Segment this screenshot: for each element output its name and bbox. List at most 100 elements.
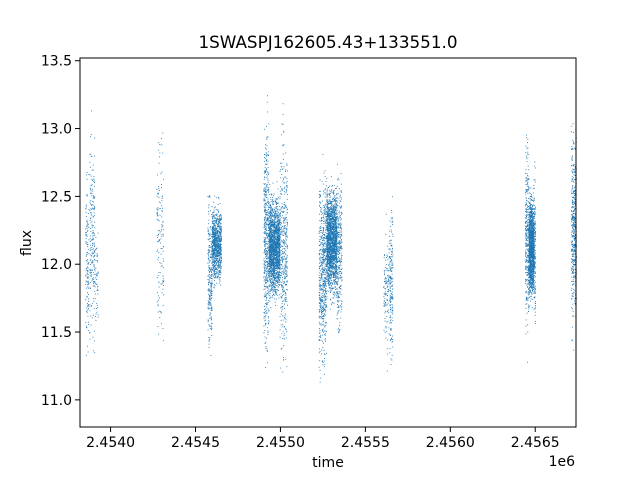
data-point xyxy=(87,267,89,269)
data-point xyxy=(94,255,95,257)
data-point xyxy=(267,271,269,272)
data-point xyxy=(275,245,277,247)
data-point xyxy=(275,251,277,253)
data-point xyxy=(272,291,274,293)
data-point xyxy=(285,276,287,277)
data-point xyxy=(211,286,213,288)
data-point xyxy=(272,199,274,201)
data-point xyxy=(282,371,284,373)
data-point xyxy=(272,241,274,243)
data-point xyxy=(322,286,324,288)
data-point xyxy=(86,230,88,232)
data-point xyxy=(283,188,285,190)
data-point xyxy=(156,250,158,252)
data-point xyxy=(276,298,277,300)
data-point xyxy=(286,247,288,249)
data-point xyxy=(213,243,215,245)
data-point xyxy=(273,254,275,256)
data-point xyxy=(268,285,270,287)
data-point xyxy=(93,252,94,254)
data-point xyxy=(214,217,215,219)
data-point xyxy=(318,272,320,274)
data-point xyxy=(278,297,280,299)
data-point xyxy=(321,301,322,303)
data-point xyxy=(271,224,273,225)
data-point xyxy=(220,236,221,238)
data-point xyxy=(271,287,273,289)
data-point xyxy=(208,234,210,235)
data-point xyxy=(326,177,328,179)
data-point xyxy=(218,274,220,276)
data-point xyxy=(281,274,283,276)
data-point xyxy=(264,268,266,270)
data-point xyxy=(276,253,278,255)
data-point xyxy=(209,328,211,329)
data-point xyxy=(272,273,274,275)
data-point xyxy=(216,237,218,239)
data-point xyxy=(278,263,280,265)
data-point xyxy=(279,277,281,279)
data-point xyxy=(217,260,219,262)
data-point xyxy=(283,255,285,257)
data-point xyxy=(85,207,87,209)
data-point xyxy=(264,187,266,189)
data-point xyxy=(281,326,283,328)
data-point xyxy=(212,275,214,277)
data-point xyxy=(90,208,92,210)
data-point xyxy=(324,294,325,296)
data-point xyxy=(323,249,325,251)
data-point xyxy=(268,190,270,192)
data-point xyxy=(211,262,213,264)
data-point xyxy=(273,257,274,259)
data-point xyxy=(284,241,286,243)
data-point xyxy=(273,272,275,274)
data-point xyxy=(267,247,269,249)
data-point xyxy=(220,219,222,220)
data-point xyxy=(271,234,273,236)
data-point xyxy=(323,315,324,317)
data-point xyxy=(215,262,217,263)
data-point xyxy=(280,208,282,210)
data-point xyxy=(322,296,324,298)
data-point xyxy=(272,282,273,283)
data-point xyxy=(87,222,89,224)
data-point xyxy=(158,295,159,297)
data-point xyxy=(217,250,219,251)
data-point xyxy=(280,275,281,276)
data-point xyxy=(275,245,276,246)
data-point xyxy=(265,282,266,284)
data-point xyxy=(91,110,92,112)
data-point xyxy=(279,239,281,240)
data-point xyxy=(322,331,324,332)
data-point xyxy=(91,204,92,206)
data-point xyxy=(210,260,211,262)
data-point xyxy=(278,224,280,226)
data-point xyxy=(267,236,269,237)
data-point xyxy=(210,318,212,320)
data-point xyxy=(279,272,281,274)
data-point xyxy=(160,173,162,174)
data-point xyxy=(93,232,95,234)
data-point xyxy=(156,277,158,278)
data-point xyxy=(318,284,320,286)
data-point xyxy=(321,307,323,309)
data-point xyxy=(212,217,213,219)
data-point xyxy=(268,322,270,324)
data-point xyxy=(279,262,281,264)
data-point xyxy=(266,255,268,257)
data-point xyxy=(281,173,283,175)
data-point xyxy=(281,284,282,286)
data-point xyxy=(208,274,210,276)
data-point xyxy=(320,298,322,300)
data-point xyxy=(212,258,214,260)
data-point xyxy=(271,193,273,195)
data-point xyxy=(218,235,220,236)
data-point xyxy=(269,229,270,230)
data-point xyxy=(216,264,218,266)
data-point xyxy=(209,238,211,239)
data-point xyxy=(275,200,276,202)
data-point xyxy=(286,289,288,290)
data-point xyxy=(162,152,164,154)
data-point xyxy=(265,253,267,255)
data-point xyxy=(266,254,268,256)
